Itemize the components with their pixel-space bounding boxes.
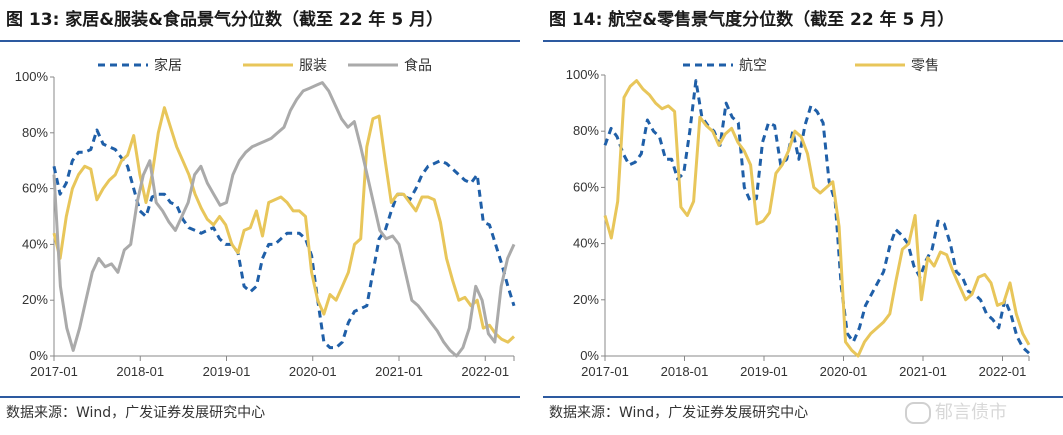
x-tick-label: 2021-01 bbox=[899, 364, 947, 379]
chart-title: 图 13: 家居&服装&食品景气分位数（截至 22 年 5 月） bbox=[6, 10, 444, 30]
y-tick-label: 20% bbox=[22, 292, 48, 307]
series-line-2 bbox=[52, 106, 516, 344]
legend-label: 零售 bbox=[911, 58, 939, 74]
legend-label: 服装 bbox=[299, 58, 327, 74]
series-line-1 bbox=[52, 128, 516, 350]
wechat-icon bbox=[905, 402, 931, 424]
chart-panel-right: 图 14: 航空&零售景气度分位数（截至 22 年 5 月） 0% 20% 40% 6… bbox=[543, 0, 1063, 435]
x-tick-label: 2022-01 bbox=[979, 364, 1027, 379]
y-tick-label: 100% bbox=[566, 67, 600, 82]
watermark-text: 郁言债市 bbox=[935, 402, 1007, 423]
x-tick-label: 2018-01 bbox=[116, 364, 164, 379]
x-tick-label: 2019-01 bbox=[740, 364, 788, 379]
chart-panel-left: 图 13: 家居&服装&食品景气分位数（截至 22 年 5 月） 0% 20% 40… bbox=[0, 0, 520, 435]
y-tick-label: 40% bbox=[22, 236, 48, 251]
y-tick-label: 60% bbox=[22, 181, 48, 196]
source-divider bbox=[543, 396, 1063, 398]
source-note: 数据来源：Wind，广发证券发展研究中心 bbox=[6, 405, 266, 421]
title-divider bbox=[0, 40, 520, 42]
source-note: 数据来源：Wind，广发证券发展研究中心 bbox=[549, 405, 809, 421]
x-tick-label: 2022-01 bbox=[461, 364, 509, 379]
x-tick-label: 2019-01 bbox=[203, 364, 251, 379]
y-tick-label: 100% bbox=[15, 69, 49, 84]
y-tick-label: 20% bbox=[573, 292, 599, 307]
series-line-1 bbox=[603, 79, 1031, 355]
watermark: 郁言债市 bbox=[905, 398, 1007, 424]
title-divider bbox=[543, 40, 1063, 42]
series-line-2 bbox=[603, 79, 1031, 358]
series-line-3 bbox=[52, 81, 516, 358]
x-tick-label: 2017-01 bbox=[581, 364, 629, 379]
x-tick-label: 2021-01 bbox=[375, 364, 423, 379]
y-tick-label: 80% bbox=[573, 123, 599, 138]
chart-title: 图 14: 航空&零售景气度分位数（截至 22 年 5 月） bbox=[549, 10, 955, 30]
legend-label: 食品 bbox=[404, 57, 432, 74]
x-tick-label: 2018-01 bbox=[661, 364, 709, 379]
legend-label: 航空 bbox=[739, 58, 767, 74]
y-tick-label: 60% bbox=[573, 179, 599, 194]
y-tick-label: 40% bbox=[573, 236, 599, 251]
x-tick-label: 2017-01 bbox=[30, 364, 78, 379]
line-chart-left: 0% 20% 40% 60% 80% 100% 2017-01 2018-01 2019-01 2… bbox=[15, 57, 516, 379]
y-tick-label: 0% bbox=[29, 348, 48, 363]
y-tick-label: 0% bbox=[580, 348, 599, 363]
source-divider bbox=[0, 396, 520, 398]
y-tick-label: 80% bbox=[22, 125, 48, 140]
x-tick-label: 2020-01 bbox=[289, 364, 337, 379]
line-chart-right: 0% 20% 40% 60% 80% 100% 2017-01 2018-01 2019-01 2… bbox=[566, 58, 1031, 379]
legend-label: 家居 bbox=[154, 57, 182, 74]
x-tick-label: 2020-01 bbox=[820, 364, 868, 379]
